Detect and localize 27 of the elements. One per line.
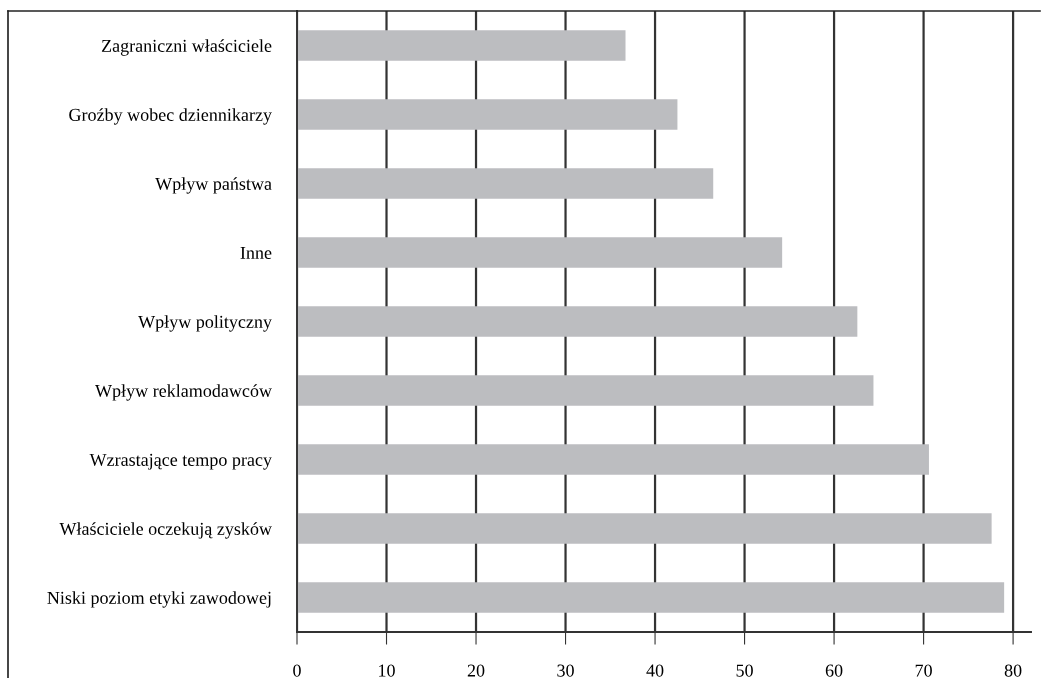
x-tick-label: 70 xyxy=(915,664,932,677)
x-tick-label: 10 xyxy=(379,664,395,677)
bar xyxy=(297,237,783,268)
bar xyxy=(297,168,714,199)
y-tick-label: Wpływ reklamodawców xyxy=(95,384,272,401)
y-tick-label: Groźby wobec dziennikarzy xyxy=(69,108,272,125)
x-tick-label: 60 xyxy=(825,664,843,677)
y-tick-label: Niski poziom etyki zawodowej xyxy=(47,591,271,608)
x-tick-label: 50 xyxy=(736,664,753,677)
x-tick-label: 80 xyxy=(1004,664,1022,677)
bar xyxy=(297,99,678,130)
y-tick-label: Właściciele oczekują zysków xyxy=(59,522,272,539)
bar xyxy=(297,513,992,544)
y-tick-label: Wpływ polityczny xyxy=(138,315,272,332)
bar xyxy=(297,306,858,337)
y-tick-label: Inne xyxy=(240,246,272,259)
bar xyxy=(297,30,626,61)
y-tick-label: Wzrastające tempo pracy xyxy=(89,453,272,470)
bar xyxy=(297,582,1005,613)
bar xyxy=(297,375,874,406)
x-tick-label: 30 xyxy=(557,664,574,677)
bar xyxy=(297,444,929,475)
y-tick-label: Zagraniczni właściciele xyxy=(101,39,272,56)
x-tick-label: 0 xyxy=(293,664,301,677)
x-tick-label: 20 xyxy=(467,664,485,677)
y-tick-label: Wpływ państwa xyxy=(155,177,272,194)
x-tick-label: 40 xyxy=(646,664,664,677)
